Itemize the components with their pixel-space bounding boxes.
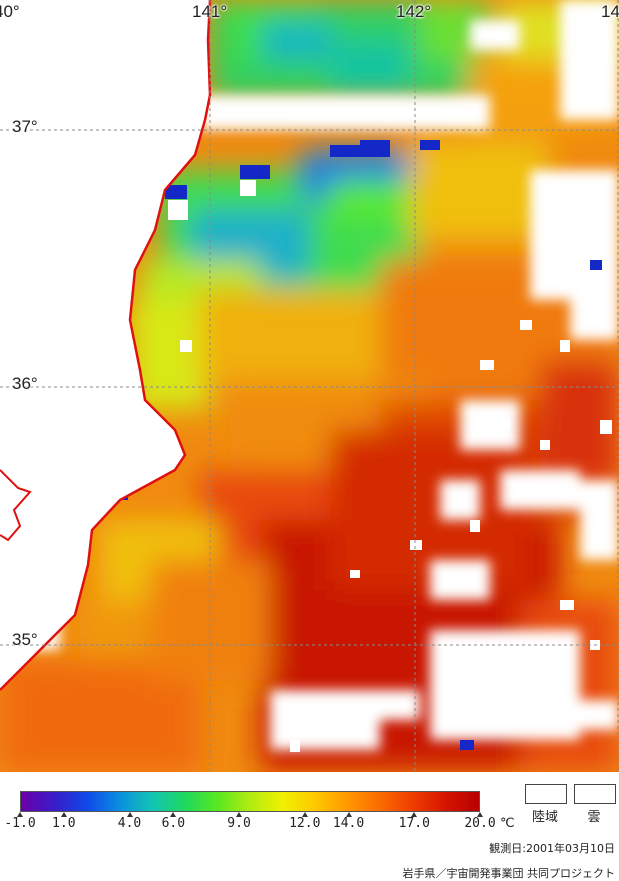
lat-label-36: 36° <box>12 374 38 393</box>
project-credit: 岩手県／宇宙開発事業団 共同プロジェクト <box>402 867 616 880</box>
colorbar-tick-label: 17.0 <box>398 816 430 831</box>
peninsula-outline <box>0 469 32 542</box>
colorbar-tick-label: 9.0 <box>227 816 251 831</box>
colorbar-tick-label: 4.0 <box>117 816 142 831</box>
graticule <box>0 0 619 772</box>
lat-label-37: 37° <box>12 117 38 136</box>
sst-image <box>0 0 619 772</box>
coastline <box>0 0 212 691</box>
land-key-label: 陸域 <box>531 810 559 825</box>
colorbar-tick-label: 1.0 <box>52 816 76 831</box>
colorbar-tick-label: 12.0 <box>289 816 321 831</box>
lat-label-35: 35° <box>12 630 38 649</box>
lon-label-141: 141° <box>192 2 228 21</box>
legend-panel: ℃ 陸域 雲 観測日:2001年03月10日 岩手県／宇宙開発事業団 共同プロジ… <box>0 772 619 881</box>
colorbar-tick-mark <box>477 812 483 817</box>
colorbar-tick-label: 14.0 <box>332 816 365 831</box>
temperature-colorbar <box>20 791 480 812</box>
colorbar-tick-mark <box>301 812 308 817</box>
colorbar-tick-mark <box>236 812 243 817</box>
colorbar-tick-label: 6.0 <box>161 816 186 831</box>
colorbar-tick-mark <box>17 812 23 817</box>
observation-date: 観測日:2001年03月10日 <box>489 842 615 855</box>
lon-label-142: 142° <box>396 2 432 21</box>
cloud-key-swatch <box>574 784 616 804</box>
colorbar-tick-mark <box>126 812 133 817</box>
colorbar-tick-mark <box>345 812 352 817</box>
sst-field <box>0 0 619 772</box>
colorbar-tick-mark <box>60 812 67 817</box>
land-area <box>0 0 210 690</box>
sea-surface-temperature-map: 40° 141° 142° 14 37° 36° 35° <box>0 0 619 772</box>
colorbar-tick-label: -1.0 <box>4 816 36 831</box>
lon-label-143: 14 <box>601 2 619 21</box>
land-key-swatch <box>525 784 567 804</box>
cloud-key-label: 雲 <box>587 810 601 825</box>
colorbar-tick-mark <box>170 812 177 817</box>
colorbar-tick-mark <box>411 812 418 817</box>
temperature-unit: ℃ <box>500 816 515 831</box>
lon-label-140: 40° <box>0 2 20 21</box>
colorbar-tick-label: 20.0 <box>464 816 496 831</box>
